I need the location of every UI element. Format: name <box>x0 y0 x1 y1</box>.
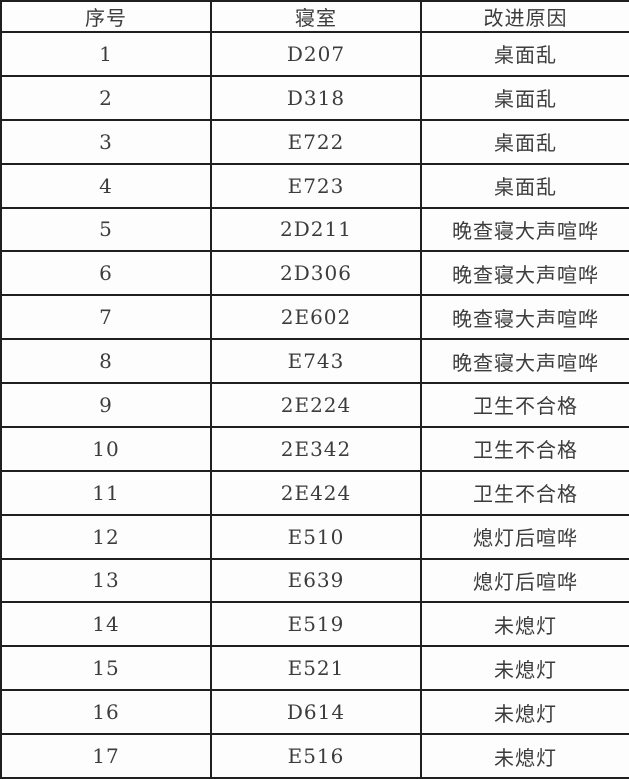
table-row: 9 2E224 卫生不合格 <box>0 382 629 428</box>
cell-dorm: E521 <box>210 645 422 692</box>
table-row: 4 E723 桌面乱 <box>0 162 629 209</box>
cell-seq: 15 <box>0 645 212 692</box>
cell-reason: 桌面乱 <box>420 74 629 121</box>
cell-seq: 7 <box>0 294 212 341</box>
column-header-seq: 序号 <box>0 0 212 33</box>
table-row: 1 D207 桌面乱 <box>0 31 629 77</box>
table-row: 14 E519 未熄灯 <box>0 601 629 648</box>
cell-seq: 11 <box>0 469 212 516</box>
cell-dorm: 2E224 <box>210 382 422 428</box>
cell-reason: 熄灯后喧哗 <box>420 557 629 604</box>
cell-seq: 16 <box>0 689 212 735</box>
cell-seq: 13 <box>0 557 212 604</box>
cell-reason: 桌面乱 <box>420 118 629 165</box>
cell-dorm: E723 <box>210 162 422 209</box>
cell-reason: 卫生不合格 <box>420 425 629 472</box>
cell-dorm: 2D306 <box>210 250 422 297</box>
cell-reason: 未熄灯 <box>420 689 629 735</box>
table-row: 12 E510 熄灯后喧哗 <box>0 513 629 560</box>
cell-seq: 10 <box>0 425 212 472</box>
cell-reason: 晚查寝大声喧哗 <box>420 206 629 253</box>
table-row: 7 2E602 晚查寝大声喧哗 <box>0 294 629 341</box>
table-row: 17 E516 未熄灯 <box>0 733 629 779</box>
cell-dorm: E639 <box>210 557 422 604</box>
table-row: 8 E743 晚查寝大声喧哗 <box>0 338 629 384</box>
table-row: 5 2D211 晚查寝大声喧哗 <box>0 206 629 253</box>
cell-dorm: 2E342 <box>210 425 422 472</box>
cell-dorm: D207 <box>210 31 422 77</box>
cell-seq: 14 <box>0 601 212 648</box>
cell-dorm: D614 <box>210 689 422 735</box>
table-header-row: 序号 寝室 改进原因 <box>0 0 629 33</box>
cell-dorm: 2D211 <box>210 206 422 253</box>
column-header-dorm: 寝室 <box>210 0 422 33</box>
cell-reason: 晚查寝大声喧哗 <box>420 294 629 341</box>
table-row: 6 2D306 晚查寝大声喧哗 <box>0 250 629 297</box>
cell-dorm: 2E602 <box>210 294 422 341</box>
cell-seq: 6 <box>0 250 212 297</box>
cell-reason: 未熄灯 <box>420 601 629 648</box>
cell-reason: 桌面乱 <box>420 31 629 77</box>
table-row: 11 2E424 卫生不合格 <box>0 469 629 516</box>
cell-seq: 9 <box>0 382 212 428</box>
cell-dorm: E519 <box>210 601 422 648</box>
cell-seq: 12 <box>0 513 212 560</box>
cell-reason: 卫生不合格 <box>420 382 629 428</box>
cell-seq: 2 <box>0 74 212 121</box>
cell-seq: 4 <box>0 162 212 209</box>
cell-dorm: D318 <box>210 74 422 121</box>
cell-seq: 8 <box>0 338 212 384</box>
table-row: 15 E521 未熄灯 <box>0 645 629 692</box>
cell-seq: 17 <box>0 733 212 779</box>
cell-seq: 1 <box>0 31 212 77</box>
cell-dorm: 2E424 <box>210 469 422 516</box>
cell-reason: 晚查寝大声喧哗 <box>420 250 629 297</box>
table-row: 10 2E342 卫生不合格 <box>0 425 629 472</box>
cell-dorm: E743 <box>210 338 422 384</box>
cell-reason: 未熄灯 <box>420 645 629 692</box>
cell-seq: 3 <box>0 118 212 165</box>
table-row: 2 D318 桌面乱 <box>0 74 629 121</box>
cell-dorm: E722 <box>210 118 422 165</box>
cell-reason: 未熄灯 <box>420 733 629 779</box>
cell-dorm: E510 <box>210 513 422 560</box>
column-header-reason: 改进原因 <box>420 0 629 33</box>
cell-reason: 桌面乱 <box>420 162 629 209</box>
cell-dorm: E516 <box>210 733 422 779</box>
cell-reason: 熄灯后喧哗 <box>420 513 629 560</box>
table-row: 3 E722 桌面乱 <box>0 118 629 165</box>
cell-seq: 5 <box>0 206 212 253</box>
table-row: 16 D614 未熄灯 <box>0 689 629 735</box>
cell-reason: 晚查寝大声喧哗 <box>420 338 629 384</box>
table-row: 13 E639 熄灯后喧哗 <box>0 557 629 604</box>
cell-reason: 卫生不合格 <box>420 469 629 516</box>
